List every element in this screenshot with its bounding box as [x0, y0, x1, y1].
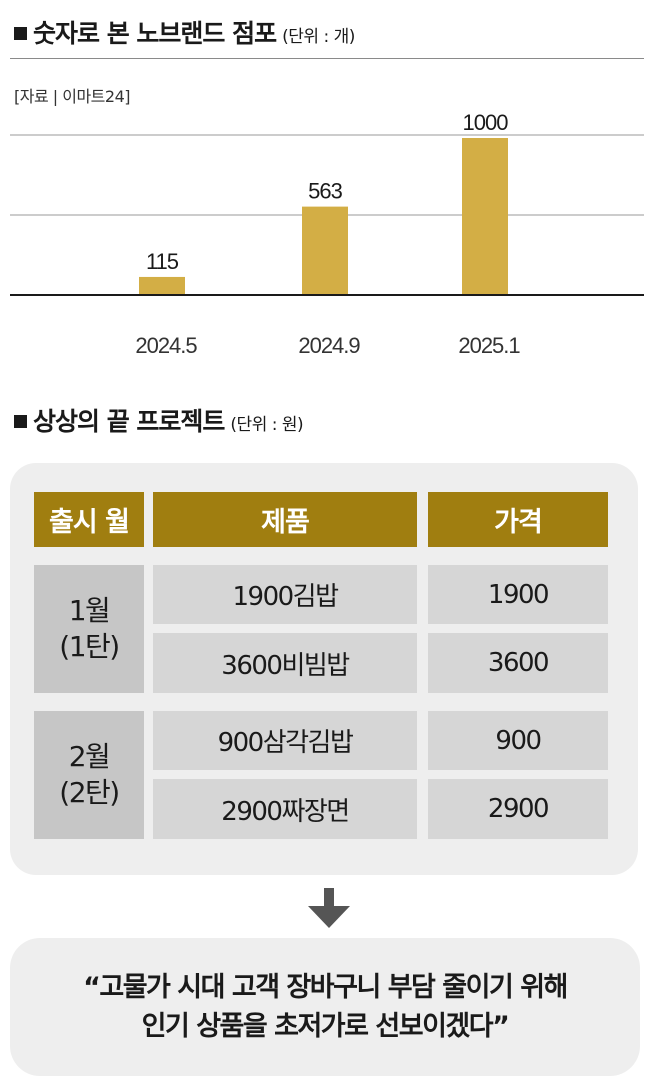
quote-line-2: 인기 상품을 초저가로 선보이겠다”: [141, 1011, 510, 1042]
quote-box: “고물가 시대 고객 장바구니 부담 줄이기 위해 인기 상품을 초저가로 선보…: [10, 938, 640, 1076]
table-unit: (단위 : 원): [230, 415, 304, 435]
chart-title: 숫자로 본 노브랜드 점포: [33, 19, 277, 48]
bar: [462, 138, 508, 295]
month-cell: 1월 (1탄): [34, 565, 144, 693]
header-month: 출시 월: [34, 492, 144, 547]
round-label: (2탄): [59, 776, 120, 809]
price-cell: 3600: [428, 633, 608, 693]
table-section-title: 상상의 끝 프로젝트 (단위 : 원): [14, 402, 304, 438]
bar: [139, 276, 185, 295]
month-label: 1월: [68, 594, 111, 627]
month-label: 2월: [68, 740, 111, 773]
month-cell: 2월 (2탄): [34, 711, 144, 839]
title-divider: [10, 58, 644, 59]
bar-chart: 115 2024.5 563 2024.9 1000 2025.1: [10, 110, 644, 358]
data-label: 115: [146, 249, 179, 274]
bullet-square-icon: [14, 27, 27, 40]
data-label: 563: [308, 179, 342, 204]
header-price: 가격: [428, 492, 608, 547]
round-label: (1탄): [59, 630, 120, 663]
category-label: 2024.9: [298, 333, 360, 358]
product-cell: 2900짜장면: [153, 779, 417, 839]
header-product: 제품: [153, 492, 417, 547]
quote-text: “고물가 시대 고객 장바구니 부담 줄이기 위해 인기 상품을 초저가로 선보…: [83, 968, 568, 1046]
quote-line-1: “고물가 시대 고객 장바구니 부담 줄이기 위해: [83, 972, 568, 1003]
data-label: 1000: [463, 110, 509, 135]
price-cell: 1900: [428, 565, 608, 624]
arrow-down-icon: [308, 888, 350, 928]
category-label: 2025.1: [458, 333, 520, 358]
bar: [302, 206, 348, 295]
product-cell: 3600비빔밥: [153, 633, 417, 693]
price-cell: 900: [428, 711, 608, 770]
product-cell: 900삼각김밥: [153, 711, 417, 770]
chart-unit: (단위 : 개): [282, 27, 355, 47]
table-title: 상상의 끝 프로젝트: [33, 407, 225, 436]
category-label: 2024.5: [135, 333, 197, 358]
chart-source: [자료 | 이마트24]: [14, 87, 131, 106]
bullet-square-icon: [14, 415, 27, 428]
chart-section-title: 숫자로 본 노브랜드 점포 (단위 : 개): [14, 14, 355, 50]
price-cell: 2900: [428, 779, 608, 839]
product-cell: 1900김밥: [153, 565, 417, 624]
